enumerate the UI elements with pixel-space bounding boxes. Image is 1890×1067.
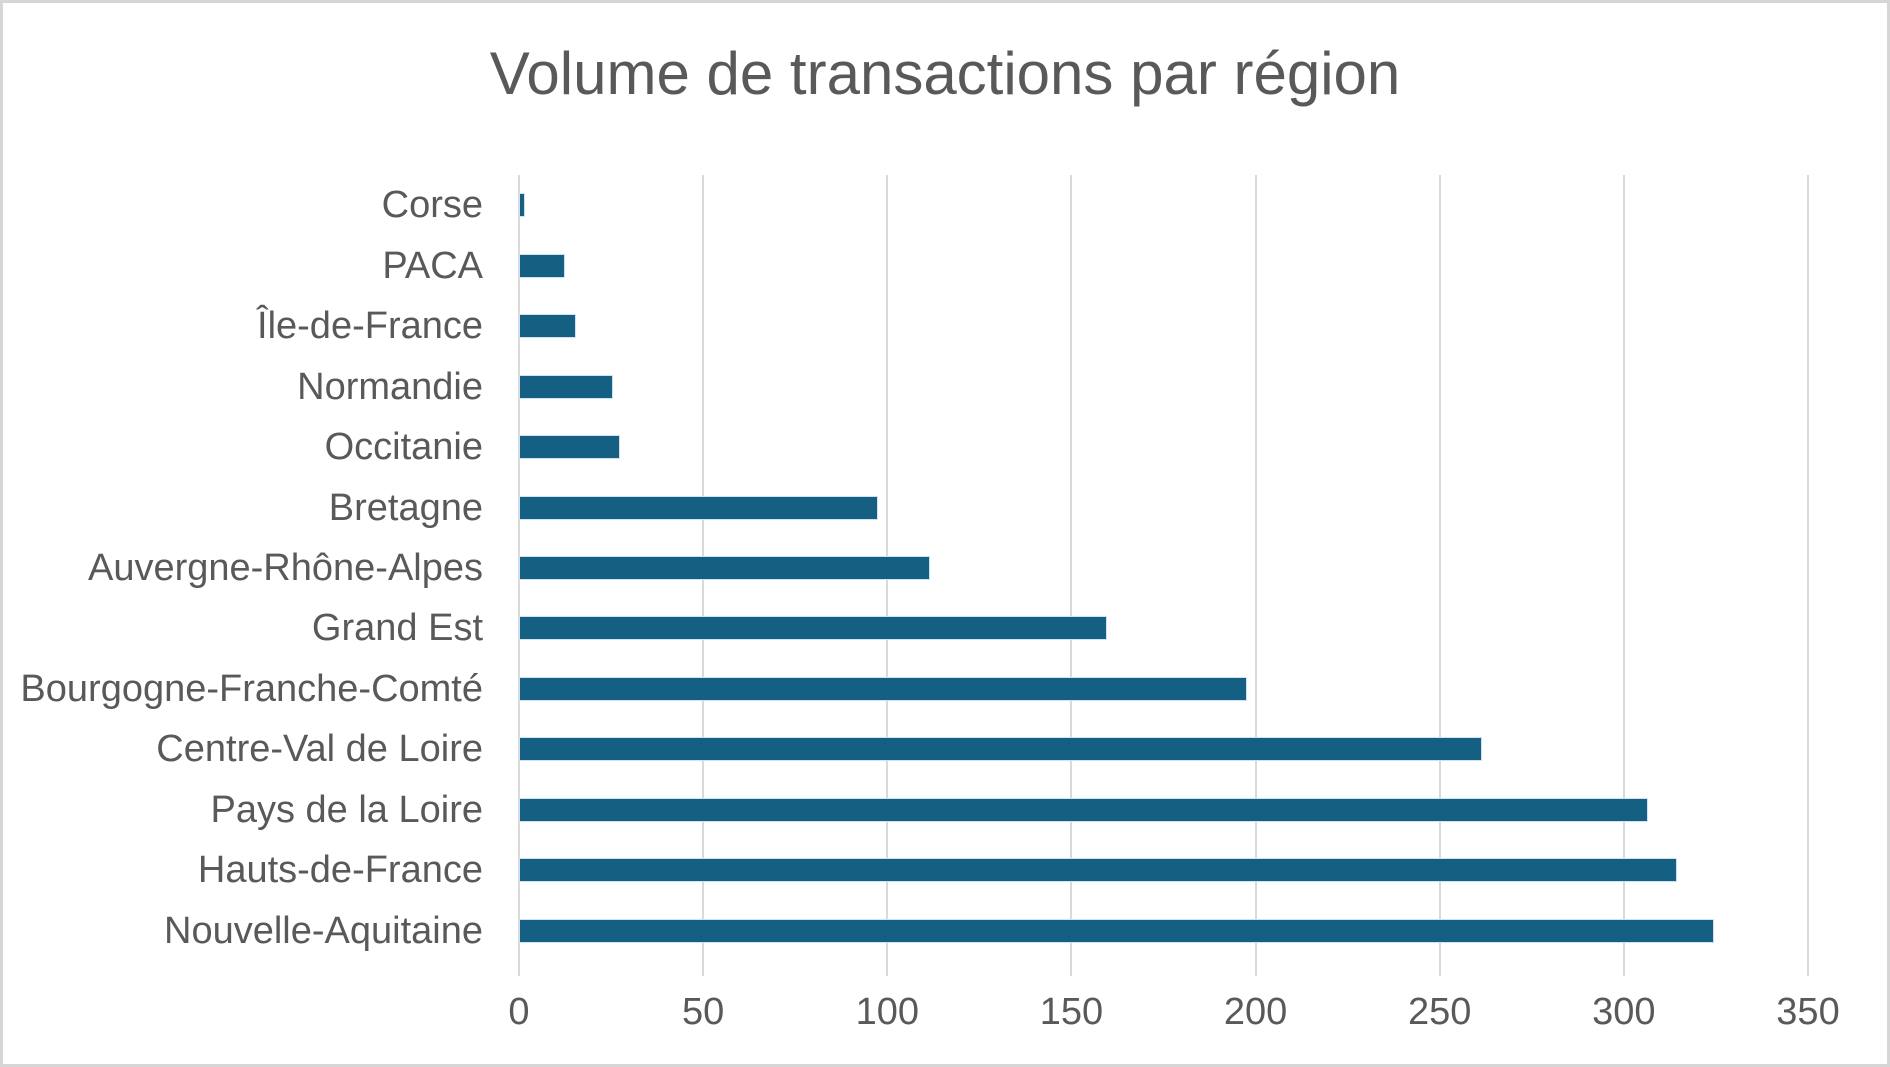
- bar-occitanie: [519, 435, 621, 460]
- x-tick-label-250: 250: [1408, 991, 1472, 1033]
- gridline-x-150: [1070, 175, 1073, 961]
- category-label-paca: PACA: [382, 244, 483, 287]
- gridline-x-200: [1254, 175, 1257, 961]
- tick-mark-x-50: [702, 961, 705, 976]
- bar-auvergne-rh-ne-alpes: [519, 556, 930, 580]
- bar-centre-val-de-loire: [519, 737, 1483, 762]
- x-tick-label-100: 100: [855, 991, 919, 1033]
- bar-hauts-de-france: [519, 858, 1678, 883]
- bar-normandie: [519, 374, 614, 399]
- category-label-centre-val-de-loire: Centre-Val de Loire: [156, 728, 483, 771]
- tick-mark-x-150: [1070, 961, 1073, 976]
- category-label-corse: Corse: [381, 184, 483, 227]
- bar-grand-est: [519, 616, 1107, 641]
- category-label-bourgogne-franche-comt-: Bourgogne-Franche-Comté: [20, 667, 483, 710]
- category-label-auvergne-rh-ne-alpes: Auvergne-Rhône-Alpes: [87, 547, 483, 589]
- bar-pays-de-la-loire: [519, 797, 1648, 822]
- category-label-pays-de-la-loire: Pays de la Loire: [210, 788, 484, 831]
- x-tick-label-50: 50: [682, 991, 725, 1033]
- tick-mark-x-250: [1438, 961, 1441, 976]
- bar-corse: [519, 193, 525, 218]
- bar-bretagne: [519, 495, 879, 520]
- chart-title: Volume de transactions par région: [489, 40, 1401, 107]
- x-tick-label-350: 350: [1776, 991, 1840, 1033]
- category-label-nouvelle-aquitaine: Nouvelle-Aquitaine: [164, 909, 483, 952]
- category-label--le-de-france: Île-de-France: [257, 305, 483, 348]
- tick-mark-x-200: [1254, 961, 1257, 976]
- bar-paca: [519, 253, 566, 278]
- category-label-normandie: Normandie: [297, 365, 483, 408]
- tick-mark-x-300: [1622, 961, 1625, 976]
- category-label-grand-est: Grand Est: [311, 607, 483, 650]
- tick-mark-x-350: [1807, 961, 1809, 976]
- tick-mark-x-0: [518, 961, 520, 976]
- category-axis: Corse PACA Île-de-France Normandie Occitanie…: [3, 175, 483, 961]
- x-tick-label-150: 150: [1039, 991, 1104, 1033]
- category-label-occitanie: Occitanie: [324, 426, 483, 469]
- gridline-x-250: [1438, 175, 1441, 961]
- bar--le-de-france: [519, 314, 577, 339]
- gridline-x-350: [1807, 175, 1809, 961]
- gridline-x-300: [1622, 175, 1625, 961]
- category-label-bretagne: Bretagne: [328, 486, 483, 529]
- x-tick-label-0: 0: [508, 991, 530, 1033]
- x-tick-label-200: 200: [1223, 991, 1288, 1033]
- category-label-hauts-de-france: Hauts-de-France: [197, 849, 483, 892]
- plot-area: [518, 175, 1809, 976]
- x-tick-label-300: 300: [1592, 991, 1656, 1033]
- tick-mark-x-100: [886, 961, 889, 976]
- bar-bourgogne-franche-comt-: [519, 676, 1247, 701]
- bar-nouvelle-aquitaine: [519, 918, 1715, 943]
